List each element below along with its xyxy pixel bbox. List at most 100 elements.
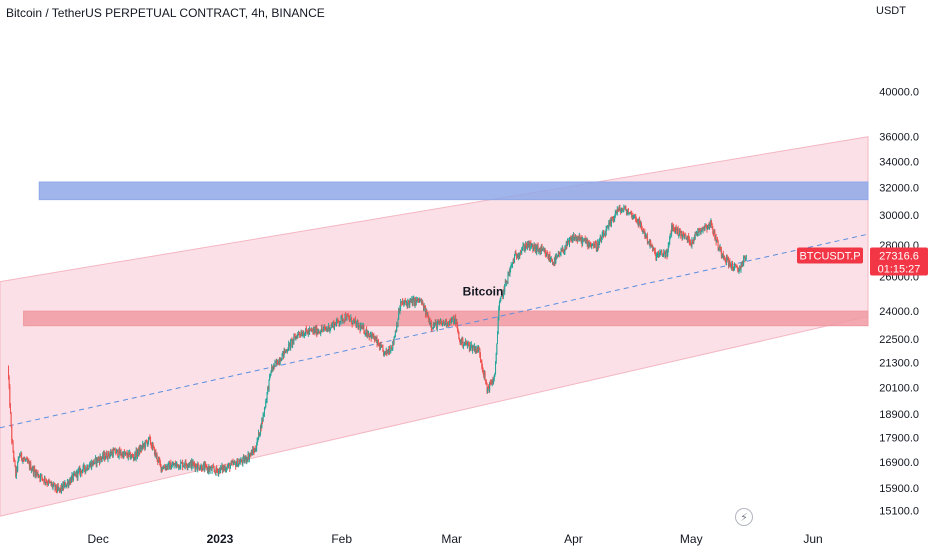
candle[interactable]: [370, 334, 372, 342]
candle[interactable]: [364, 332, 366, 337]
candle[interactable]: [75, 473, 77, 478]
candle[interactable]: [394, 330, 396, 338]
candle[interactable]: [78, 465, 80, 473]
candle[interactable]: [379, 341, 381, 351]
candle[interactable]: [426, 309, 428, 318]
candle[interactable]: [354, 318, 356, 324]
candle[interactable]: [157, 456, 159, 464]
candle[interactable]: [438, 319, 440, 325]
candle[interactable]: [103, 450, 105, 461]
candle[interactable]: [132, 454, 134, 459]
candle[interactable]: [608, 220, 610, 231]
candle[interactable]: [203, 461, 205, 473]
candle[interactable]: [289, 343, 291, 351]
candle[interactable]: [377, 338, 379, 347]
candle[interactable]: [742, 260, 744, 267]
candle[interactable]: [169, 460, 171, 470]
candle[interactable]: [614, 209, 616, 218]
candle[interactable]: [319, 330, 321, 335]
candle[interactable]: [127, 450, 129, 461]
candle[interactable]: [551, 257, 553, 263]
candle[interactable]: [40, 473, 42, 477]
candle[interactable]: [402, 298, 404, 306]
candle[interactable]: [172, 461, 174, 466]
candle[interactable]: [406, 302, 408, 309]
candle[interactable]: [400, 301, 402, 307]
candle[interactable]: [629, 212, 631, 214]
candle[interactable]: [40, 473, 42, 482]
candle[interactable]: [22, 458, 24, 465]
candle[interactable]: [485, 379, 487, 385]
candle[interactable]: [275, 358, 277, 366]
candle[interactable]: [234, 460, 236, 463]
candle[interactable]: [51, 482, 53, 489]
candle[interactable]: [645, 234, 647, 240]
candle[interactable]: [434, 319, 436, 326]
candle[interactable]: [300, 329, 302, 337]
candle[interactable]: [368, 330, 370, 337]
candle[interactable]: [362, 322, 364, 330]
candle[interactable]: [736, 264, 738, 268]
candle[interactable]: [269, 373, 271, 381]
candle[interactable]: [342, 318, 344, 324]
candle[interactable]: [497, 316, 499, 335]
candle[interactable]: [129, 449, 131, 455]
candle[interactable]: [571, 235, 573, 244]
candle[interactable]: [81, 468, 83, 474]
candle[interactable]: [263, 406, 265, 417]
candle[interactable]: [330, 323, 332, 329]
candle[interactable]: [707, 224, 709, 229]
candle[interactable]: [605, 225, 607, 236]
candle[interactable]: [666, 248, 668, 260]
candle[interactable]: [114, 448, 116, 451]
candle[interactable]: [620, 207, 622, 214]
candle[interactable]: [599, 234, 601, 242]
candle[interactable]: [392, 339, 394, 346]
candle[interactable]: [150, 442, 152, 449]
candle[interactable]: [86, 464, 88, 472]
candle[interactable]: [162, 465, 164, 470]
candle[interactable]: [139, 444, 141, 454]
candle[interactable]: [540, 244, 542, 255]
candle[interactable]: [201, 464, 203, 473]
candle[interactable]: [76, 471, 78, 481]
candle[interactable]: [529, 240, 531, 251]
candle[interactable]: [126, 449, 128, 459]
candle[interactable]: [637, 218, 639, 225]
candle[interactable]: [640, 220, 642, 228]
candle[interactable]: [442, 322, 444, 327]
candle[interactable]: [96, 456, 98, 468]
candle[interactable]: [335, 321, 337, 327]
candle[interactable]: [112, 447, 114, 458]
candle[interactable]: [721, 254, 723, 259]
candle[interactable]: [722, 250, 724, 260]
candle[interactable]: [426, 312, 428, 317]
candle[interactable]: [575, 235, 577, 242]
candle[interactable]: [459, 337, 461, 343]
candle[interactable]: [490, 379, 492, 385]
candle[interactable]: [519, 249, 521, 256]
candle[interactable]: [286, 349, 288, 354]
candle[interactable]: [641, 225, 643, 232]
candle[interactable]: [556, 254, 558, 259]
candle[interactable]: [362, 324, 364, 330]
candle[interactable]: [385, 351, 387, 356]
candle[interactable]: [680, 230, 682, 239]
candle[interactable]: [357, 319, 359, 331]
candle[interactable]: [512, 258, 514, 264]
candle[interactable]: [107, 450, 109, 463]
candle[interactable]: [521, 246, 523, 251]
candle[interactable]: [425, 307, 427, 316]
candle[interactable]: [580, 236, 582, 244]
candle[interactable]: [469, 346, 471, 352]
candle[interactable]: [68, 479, 70, 488]
candle[interactable]: [180, 459, 182, 470]
candle[interactable]: [732, 266, 734, 272]
candle[interactable]: [109, 451, 111, 459]
candle[interactable]: [108, 450, 110, 457]
candle[interactable]: [589, 242, 591, 248]
candle[interactable]: [311, 327, 313, 333]
candle[interactable]: [550, 256, 552, 260]
candle[interactable]: [480, 359, 482, 363]
